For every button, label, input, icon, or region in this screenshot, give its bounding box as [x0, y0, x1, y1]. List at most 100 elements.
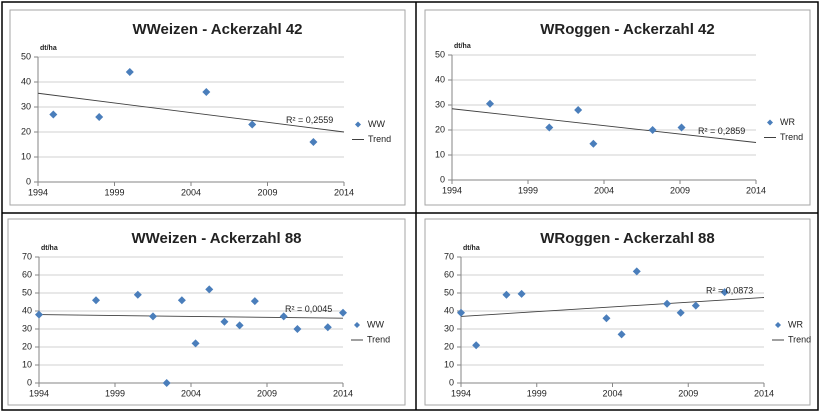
chart-area	[9, 9, 406, 206]
data-point	[235, 321, 244, 330]
x-tick-label: 2004	[594, 185, 614, 195]
legend-label: WW	[367, 319, 384, 329]
y-tick-label: 20	[444, 341, 454, 351]
x-tick-label: 1994	[29, 388, 49, 398]
data-point	[35, 310, 43, 319]
data-point	[648, 126, 657, 134]
legend-label: Trend	[368, 134, 391, 144]
x-tick-label: 1994	[451, 388, 471, 398]
data-point	[486, 99, 494, 108]
data-point	[202, 88, 211, 96]
chart-area	[424, 218, 811, 406]
y-axis-label: dt/ha	[454, 43, 471, 50]
chart-title: WRoggen - Ackerzahl 88	[540, 230, 714, 247]
chart-area	[424, 9, 811, 206]
y-tick-label: 30	[444, 323, 454, 333]
x-tick-label: 1994	[442, 185, 462, 195]
data-point	[676, 308, 685, 317]
data-point	[663, 299, 672, 308]
data-point	[220, 317, 229, 326]
data-point	[339, 308, 347, 317]
y-tick-label: 70	[22, 251, 32, 261]
chart-title: WRoggen - Ackerzahl 42	[540, 21, 714, 38]
y-axis-label: dt/ha	[40, 45, 57, 52]
x-tick-label: 1999	[105, 388, 125, 398]
y-axis-label: dt/ha	[41, 245, 58, 252]
y-tick-label: 0	[26, 176, 31, 186]
data-point	[323, 323, 332, 332]
data-point	[162, 379, 171, 387]
y-tick-label: 20	[435, 124, 445, 134]
y-tick-label: 20	[21, 126, 31, 136]
y-tick-label: 40	[435, 74, 445, 84]
legend-marker	[355, 121, 361, 128]
y-tick-label: 0	[449, 377, 454, 387]
y-tick-label: 60	[22, 269, 32, 279]
x-tick-label: 2014	[334, 187, 354, 197]
r-squared-label: R² = 0,0873	[706, 286, 753, 296]
data-point	[720, 288, 729, 297]
legend-label: Trend	[367, 334, 390, 344]
y-tick-label: 30	[22, 323, 32, 333]
data-point	[125, 68, 134, 76]
data-point	[574, 106, 583, 114]
data-point	[92, 296, 100, 305]
legend-label: WR	[788, 319, 803, 329]
trend-line	[451, 108, 757, 143]
x-tick-label: 1999	[104, 187, 124, 197]
chart-title: WWeizen - Ackerzahl 88	[131, 230, 301, 247]
legend-label: Trend	[788, 334, 811, 344]
y-tick-label: 40	[22, 305, 32, 315]
trend-line	[38, 314, 344, 319]
y-tick-label: 60	[444, 269, 454, 279]
y-tick-label: 70	[444, 251, 454, 261]
r-squared-label: R² = 0,0045	[285, 304, 332, 314]
y-axis-label: dt/ha	[463, 245, 480, 252]
y-tick-label: 0	[440, 174, 445, 184]
y-tick-label: 10	[21, 151, 31, 161]
data-point	[279, 312, 288, 321]
chart-area	[7, 218, 406, 406]
data-point	[309, 138, 318, 146]
y-tick-label: 50	[444, 287, 454, 297]
data-point	[589, 139, 598, 148]
legend-marker	[767, 119, 773, 126]
data-point	[617, 330, 626, 339]
x-tick-label: 2004	[602, 388, 622, 398]
data-point	[149, 312, 157, 321]
x-tick-label: 2004	[181, 187, 201, 197]
x-tick-label: 2014	[754, 388, 774, 398]
legend-label: Trend	[780, 132, 803, 142]
data-point	[133, 290, 142, 299]
data-point	[293, 325, 302, 333]
x-tick-label: 2009	[257, 388, 277, 398]
y-tick-label: 20	[22, 341, 32, 351]
data-point	[250, 297, 259, 306]
y-tick-label: 50	[435, 49, 445, 59]
trend-line	[37, 92, 345, 133]
y-tick-label: 10	[435, 149, 445, 159]
y-tick-label: 0	[27, 377, 32, 387]
data-point	[602, 314, 611, 323]
y-tick-label: 40	[21, 76, 31, 86]
r-squared-label: R² = 0,2859	[698, 126, 745, 136]
data-point	[205, 285, 214, 294]
data-point	[457, 308, 465, 317]
data-point	[191, 339, 200, 348]
x-tick-label: 2014	[333, 388, 353, 398]
y-tick-label: 50	[21, 51, 31, 61]
data-point	[545, 123, 554, 132]
data-point	[691, 301, 700, 310]
x-tick-label: 2009	[257, 187, 277, 197]
x-tick-label: 2009	[678, 388, 698, 398]
legend-marker	[354, 322, 360, 328]
y-tick-label: 30	[435, 99, 445, 109]
data-point	[248, 120, 257, 129]
data-point	[177, 296, 186, 305]
data-point	[517, 289, 526, 298]
x-tick-label: 1999	[518, 185, 538, 195]
data-point	[632, 267, 641, 276]
x-tick-label: 1994	[28, 187, 48, 197]
data-point	[502, 290, 511, 299]
